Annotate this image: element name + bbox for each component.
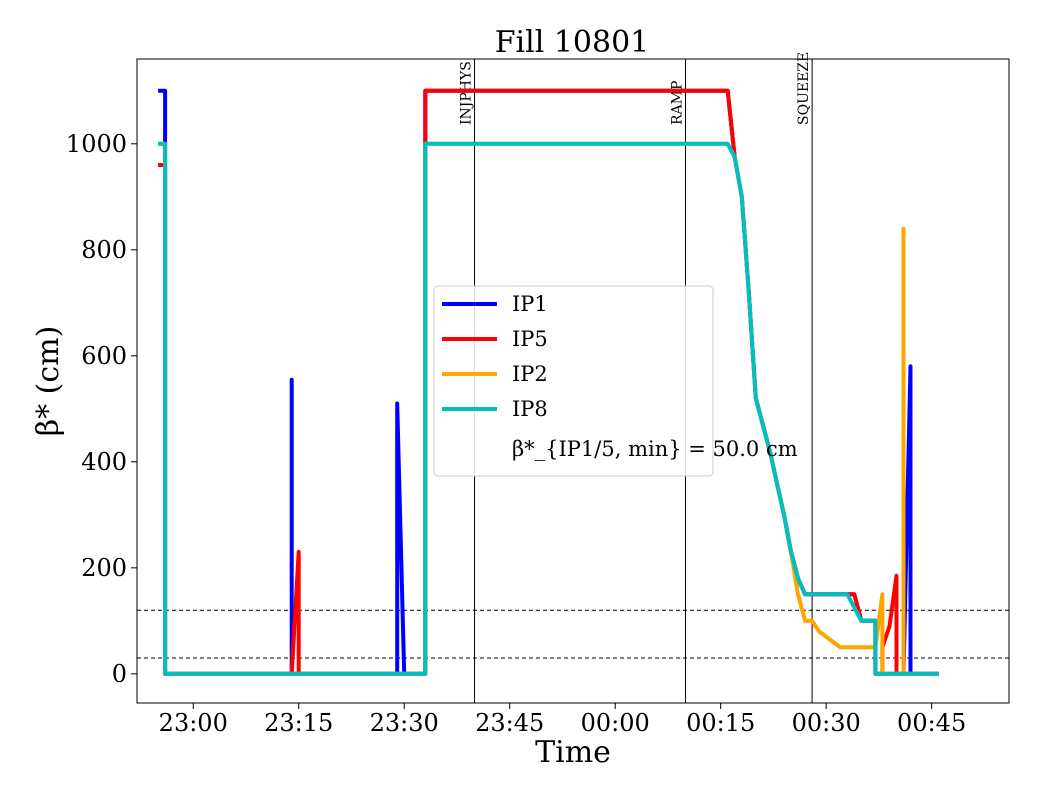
event-label-injphys: INJPHYS xyxy=(459,61,475,125)
x-tick-label: 23:30 xyxy=(370,709,439,737)
event-label-squeeze: SQUEEZE xyxy=(796,52,812,125)
y-tick-label: 0 xyxy=(112,660,127,688)
legend-label-ip5: IP5 xyxy=(512,327,548,351)
y-tick-label: 800 xyxy=(81,236,127,264)
legend-label-ip1: IP1 xyxy=(512,292,548,316)
x-tick-label: 23:45 xyxy=(475,709,544,737)
y-tick-label: 400 xyxy=(81,448,127,476)
legend-label-ip2: IP2 xyxy=(512,362,548,386)
chart-title: Fill 10801 xyxy=(495,25,650,60)
x-tick-label: 23:15 xyxy=(264,709,333,737)
series-group xyxy=(158,88,939,676)
plot-frame xyxy=(136,58,1010,704)
x-axis-label: Time xyxy=(535,735,611,770)
series-line-ip8 xyxy=(158,141,939,676)
legend: IP1 IP5 IP2 IP8 β*_{IP1/5, min} = 50.0 cm xyxy=(433,285,798,477)
legend-beta-min-note: β*_{IP1/5, min} = 50.0 cm xyxy=(512,437,798,461)
x-tick-label: 00:45 xyxy=(897,709,966,737)
legend-box xyxy=(433,285,714,477)
y-axis-label: β* (cm) xyxy=(31,326,66,437)
x-tick-label: 00:00 xyxy=(581,709,650,737)
y-tick-label: 600 xyxy=(81,342,127,370)
y-tick-label: 200 xyxy=(81,554,127,582)
x-tick-label: 00:30 xyxy=(792,709,861,737)
event-label-ramp: RAMP xyxy=(670,81,686,125)
x-tick-label: 00:15 xyxy=(686,709,755,737)
legend-label-ip8: IP8 xyxy=(512,397,548,421)
y-tick-label: 1000 xyxy=(66,130,127,158)
x-tick-label: 23:00 xyxy=(159,709,228,737)
